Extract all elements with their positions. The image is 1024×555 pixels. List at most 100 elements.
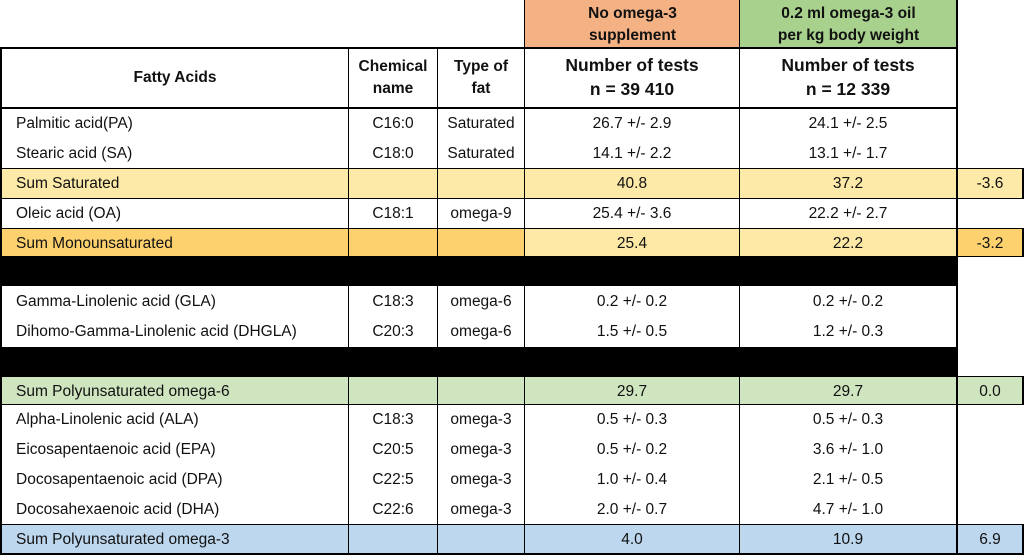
no-omega-tests-line2: n = 39 410 bbox=[589, 79, 675, 99]
fat-type: omega-9 bbox=[450, 204, 512, 222]
chemical-header-line1: Chemical bbox=[358, 58, 428, 76]
difference-value bbox=[958, 287, 1022, 316]
omega-value: 0.5 +/- 0.3 bbox=[812, 410, 884, 428]
omega-group-header: 0.2 ml omega-3 oil per kg body weight bbox=[740, 2, 957, 48]
omega-value: 24.1 +/- 2.5 bbox=[808, 114, 888, 132]
omega-group-line1: 0.2 ml omega-3 oil bbox=[781, 5, 916, 23]
chemical-name: C16:0 bbox=[372, 114, 414, 132]
difference-value bbox=[958, 495, 1022, 524]
fat-type bbox=[438, 377, 524, 406]
chemical-name bbox=[349, 377, 437, 406]
omega-value: 22.2 bbox=[832, 234, 864, 252]
chemical-name: C18:1 bbox=[372, 204, 414, 222]
omega-group-line2: per kg body weight bbox=[777, 27, 920, 44]
no-omega-value: 14.1 +/- 2.2 bbox=[592, 144, 672, 162]
fatty-acid-name: Oleic acid (OA) bbox=[16, 204, 122, 222]
fatty-acid-name: Docosahexaenoic acid (DHA) bbox=[16, 500, 220, 518]
omega-value: 37.2 bbox=[832, 174, 864, 192]
difference-value: 6.9 bbox=[979, 530, 1001, 548]
fatty-acid-name: Sum Monounsaturated bbox=[16, 234, 173, 252]
omega-tests-header: Number of tests n = 12 339 bbox=[740, 49, 956, 107]
omega-header-fill bbox=[740, 0, 957, 48]
no-omega-value: 25.4 bbox=[616, 234, 648, 252]
chemical-name bbox=[349, 169, 437, 198]
fat-type: omega-6 bbox=[450, 322, 512, 340]
fat-type: omega-3 bbox=[450, 500, 512, 518]
no-omega-value: 0.2 +/- 0.2 bbox=[596, 292, 668, 310]
no-omega-value: 25.4 +/- 3.6 bbox=[592, 204, 672, 222]
fatty-acid-name: Gamma-Linolenic acid (GLA) bbox=[16, 292, 216, 310]
no-omega-tests-line1: Number of tests bbox=[565, 55, 699, 76]
difference-value: -3.2 bbox=[976, 234, 1004, 252]
omega-value: 4.7 +/- 1.0 bbox=[812, 500, 884, 518]
omega-value: 3.6 +/- 1.0 bbox=[812, 440, 884, 458]
difference-value bbox=[958, 109, 1022, 138]
omega-value: 0.2 +/- 0.2 bbox=[812, 292, 884, 310]
fat-type: Saturated bbox=[447, 114, 515, 132]
fatty-acid-name: Sum Saturated bbox=[16, 174, 120, 192]
omega-value: 10.9 bbox=[832, 530, 864, 548]
chemical-name: C18:0 bbox=[372, 144, 414, 162]
fatty-acid-name: Sum Polyunsaturated omega-6 bbox=[16, 382, 230, 400]
chemical-header-line2: name bbox=[372, 80, 414, 97]
fatty-acid-name: Sum Polyunsaturated omega-3 bbox=[16, 530, 230, 548]
no-omega-value: 29.7 bbox=[616, 382, 648, 400]
chemical-name-header: Chemical name bbox=[349, 49, 437, 107]
difference-value bbox=[958, 199, 1022, 228]
fat-type bbox=[438, 525, 524, 554]
omega-tests-line2: n = 12 339 bbox=[805, 79, 891, 99]
sum-mono-values-fill bbox=[525, 228, 957, 257]
chemical-name bbox=[349, 525, 437, 554]
chemical-name: C18:3 bbox=[372, 410, 414, 428]
sum-mono-diff-fill bbox=[957, 228, 1024, 257]
no-omega-tests-header: Number of tests n = 39 410 bbox=[525, 49, 739, 107]
no-omega-value: 2.0 +/- 0.7 bbox=[596, 500, 668, 518]
difference-value: 0.0 bbox=[979, 382, 1001, 400]
fatty-acid-name: Docosapentaenoic acid (DPA) bbox=[16, 470, 223, 488]
fat-type: omega-3 bbox=[450, 410, 512, 428]
difference-value bbox=[958, 405, 1022, 434]
chemical-name: C18:3 bbox=[372, 292, 414, 310]
omega-tests-line1: Number of tests bbox=[781, 55, 915, 76]
difference-value bbox=[958, 139, 1022, 168]
fatty-acid-name: Dihomo-Gamma-Linolenic acid (DHGLA) bbox=[16, 322, 297, 340]
chemical-name: C22:6 bbox=[372, 500, 414, 518]
fatty-acids-header: Fatty Acids bbox=[2, 49, 348, 107]
omega-value: 2.1 +/- 0.5 bbox=[812, 470, 884, 488]
sum-saturated-diff-fill bbox=[957, 168, 1024, 199]
omega-value: 22.2 +/- 2.7 bbox=[808, 204, 888, 222]
sum-saturated-fill bbox=[0, 168, 957, 199]
fat-type bbox=[438, 169, 524, 198]
omega-value: 1.2 +/- 0.3 bbox=[812, 322, 884, 340]
no-omega-value: 0.5 +/- 0.2 bbox=[596, 440, 668, 458]
separator-bar bbox=[0, 257, 957, 286]
no-omega-value: 40.8 bbox=[616, 174, 648, 192]
chemical-name: C22:5 bbox=[372, 470, 414, 488]
no-omega-value: 26.7 +/- 2.9 bbox=[592, 114, 672, 132]
sum-omega6-fill bbox=[0, 376, 1024, 405]
fatty-acid-name: Alpha-Linolenic acid (ALA) bbox=[16, 410, 199, 428]
chemical-name: C20:3 bbox=[372, 322, 414, 340]
no-omega-group-line1: No omega-3 bbox=[588, 5, 677, 23]
fatty-acid-name: Stearic acid (SA) bbox=[16, 144, 133, 162]
difference-value: -3.6 bbox=[976, 174, 1004, 192]
no-omega-group-line2: supplement bbox=[589, 27, 676, 44]
no-omega-value: 1.5 +/- 0.5 bbox=[596, 322, 668, 340]
difference-value bbox=[958, 317, 1022, 346]
fatty-acid-name: Eicosapentaenoic acid (EPA) bbox=[16, 440, 216, 458]
fatty-acids-header-label: Fatty Acids bbox=[133, 69, 217, 87]
no-omega-value: 4.0 bbox=[621, 530, 643, 548]
difference-value bbox=[958, 465, 1022, 494]
fat-type: Saturated bbox=[447, 144, 515, 162]
no-omega-value: 0.5 +/- 0.3 bbox=[596, 410, 668, 428]
type-header-line2: fat bbox=[471, 80, 491, 97]
sum-omega3-fill bbox=[0, 524, 1024, 555]
difference-value bbox=[958, 435, 1022, 464]
fat-type bbox=[438, 229, 524, 258]
omega-value: 13.1 +/- 1.7 bbox=[808, 144, 888, 162]
chemical-name: C20:5 bbox=[372, 440, 414, 458]
separator-bar bbox=[0, 347, 957, 376]
type-header-line1: Type of bbox=[454, 58, 508, 76]
type-of-fat-header: Type of fat bbox=[438, 49, 524, 107]
omega-value: 29.7 bbox=[832, 382, 864, 400]
